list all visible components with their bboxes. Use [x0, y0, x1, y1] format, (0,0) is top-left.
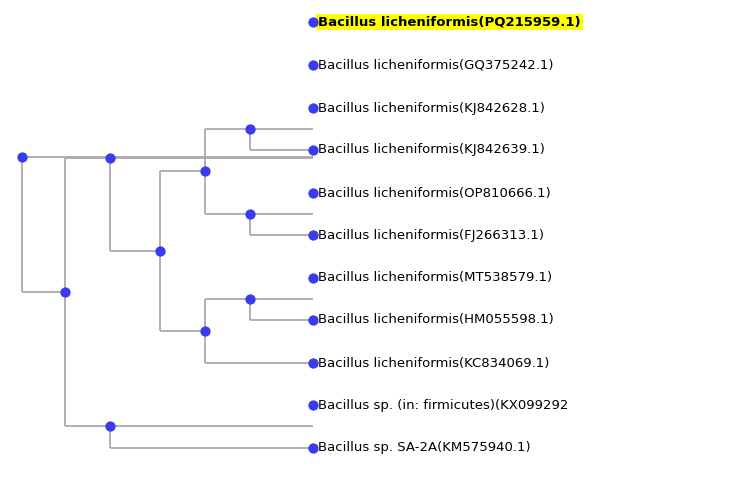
Text: Bacillus licheniformis(KJ842628.1): Bacillus licheniformis(KJ842628.1)	[318, 101, 544, 114]
Point	[307, 146, 319, 154]
Point	[199, 327, 211, 335]
Point	[59, 288, 71, 296]
Point	[154, 247, 166, 255]
Text: Bacillus licheniformis(KC834069.1): Bacillus licheniformis(KC834069.1)	[318, 356, 549, 369]
Point	[307, 231, 319, 239]
Point	[104, 154, 116, 162]
Point	[307, 444, 319, 452]
Text: Bacillus sp. SA-2A(KM575940.1): Bacillus sp. SA-2A(KM575940.1)	[318, 442, 531, 455]
Point	[244, 295, 256, 303]
Text: Bacillus licheniformis(FJ266313.1): Bacillus licheniformis(FJ266313.1)	[318, 229, 544, 242]
Text: Bacillus licheniformis(KJ842639.1): Bacillus licheniformis(KJ842639.1)	[318, 144, 544, 157]
Point	[307, 401, 319, 409]
Text: Bacillus sp. (in: firmicutes)(KX099292: Bacillus sp. (in: firmicutes)(KX099292	[318, 399, 568, 412]
Point	[307, 316, 319, 324]
Text: Bacillus licheniformis(PQ215959.1): Bacillus licheniformis(PQ215959.1)	[318, 15, 580, 28]
Point	[104, 422, 116, 430]
Point	[307, 359, 319, 367]
Point	[307, 189, 319, 197]
Point	[307, 61, 319, 69]
Point	[244, 210, 256, 218]
Point	[199, 167, 211, 175]
Text: Bacillus licheniformis(HM055598.1): Bacillus licheniformis(HM055598.1)	[318, 313, 554, 326]
Text: Bacillus licheniformis(MT538579.1): Bacillus licheniformis(MT538579.1)	[318, 271, 552, 284]
Text: Bacillus licheniformis(OP810666.1): Bacillus licheniformis(OP810666.1)	[318, 187, 550, 200]
Point	[307, 274, 319, 282]
Point	[307, 18, 319, 26]
Point	[244, 125, 256, 133]
Text: Bacillus licheniformis(GQ375242.1): Bacillus licheniformis(GQ375242.1)	[318, 58, 554, 71]
Point	[16, 153, 28, 161]
Point	[307, 104, 319, 112]
